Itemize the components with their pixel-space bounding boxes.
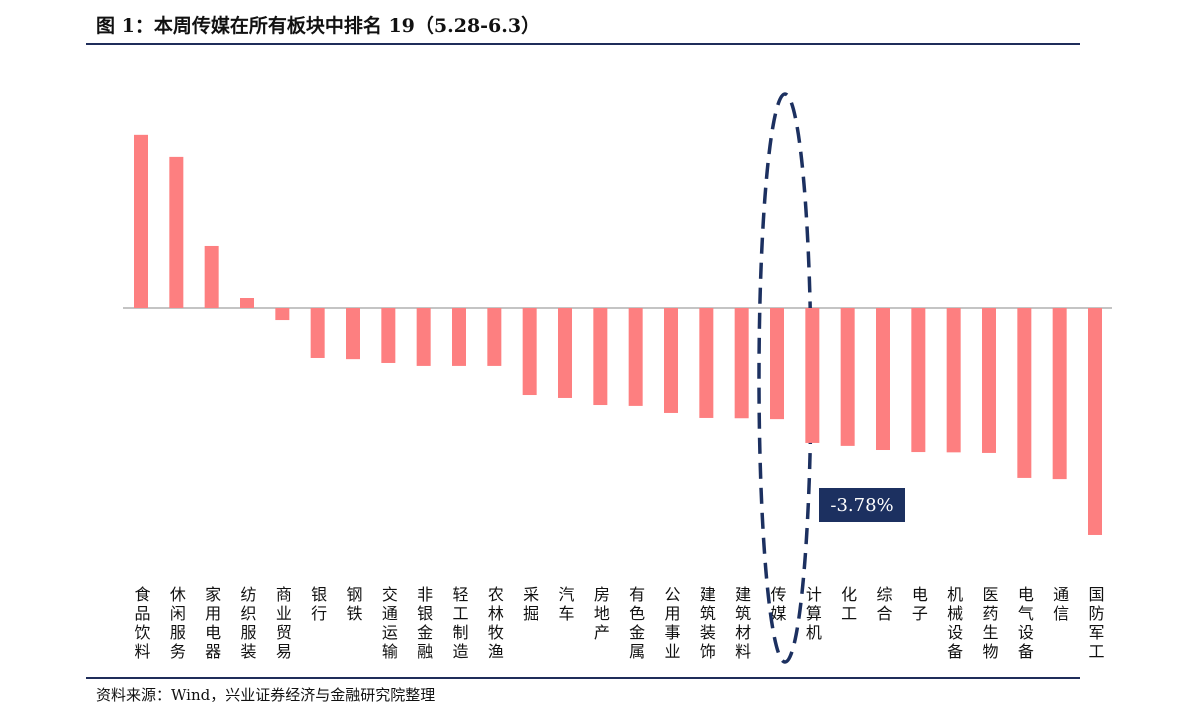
bar (734, 308, 749, 419)
x-tick-label: 钢铁 (344, 586, 363, 624)
x-tick-label: 机械设备 (944, 586, 963, 662)
x-tick-label: 非银金融 (414, 586, 433, 662)
bar (204, 245, 219, 308)
source-note: 资料来源：Wind，兴业证券经济与金融研究院整理 (96, 686, 435, 704)
x-tick-label: 汽车 (556, 586, 575, 624)
bar (240, 298, 254, 308)
bar (982, 308, 996, 453)
bar (1088, 308, 1102, 535)
x-tick-label: 食品饮料 (132, 586, 151, 662)
x-tick-label: 电子 (909, 586, 928, 624)
x-tick-label: 银行 (308, 586, 327, 624)
x-tick-label: 房地产 (591, 586, 610, 643)
x-tick-label: 有色金属 (626, 586, 645, 662)
x-tick-label: 通信 (1050, 586, 1069, 624)
bar (946, 308, 961, 453)
bar (770, 308, 784, 420)
bar (416, 308, 431, 366)
label-box (819, 488, 905, 522)
highlight-ellipse (757, 92, 813, 664)
bar (275, 308, 290, 321)
bar (628, 308, 643, 406)
x-tick-label: 公用事业 (662, 586, 681, 662)
x-tick-label: 纺织服装 (238, 586, 257, 662)
x-tick-label: 家用电器 (202, 586, 221, 662)
bar (1017, 308, 1032, 478)
x-tick-label: 轻工制造 (450, 586, 469, 662)
x-tick-label: 交通运输 (379, 586, 398, 662)
x-tick-label: 综合 (874, 586, 893, 624)
value-label: -3.78% (830, 495, 893, 516)
bar (1052, 308, 1067, 480)
bar (346, 308, 360, 360)
chart-title: 图 1：本周传媒在所有板块中排名 19（5.28-6.3） (96, 14, 540, 37)
bar (840, 308, 855, 446)
bar (310, 308, 325, 358)
x-tick-label: 休闲服务 (167, 586, 186, 662)
bar (876, 308, 890, 451)
x-tick-label: 计算机 (803, 586, 822, 643)
x-tick-label: 建筑装饰 (697, 586, 716, 662)
x-tick-label: 商业贸易 (273, 586, 292, 662)
bar (522, 308, 537, 396)
x-tick-label: 建筑材料 (732, 586, 751, 662)
bar (593, 308, 608, 406)
x-tick-label: 医药生物 (980, 586, 999, 662)
bar (169, 156, 184, 308)
x-tick-label: 电气设备 (1015, 586, 1034, 662)
bar (911, 308, 926, 453)
bar (381, 308, 396, 363)
x-tick-label: 国防军工 (1086, 586, 1105, 662)
bar (699, 308, 714, 418)
bar (134, 134, 148, 308)
x-tick-label: 化工 (838, 586, 857, 624)
bar (558, 308, 572, 398)
bar (487, 308, 502, 366)
x-tick-label: 采掘 (520, 586, 539, 624)
x-tick-label: 农林牧渔 (485, 586, 504, 662)
bar (664, 308, 678, 413)
bar (452, 308, 466, 366)
bar (805, 308, 820, 443)
